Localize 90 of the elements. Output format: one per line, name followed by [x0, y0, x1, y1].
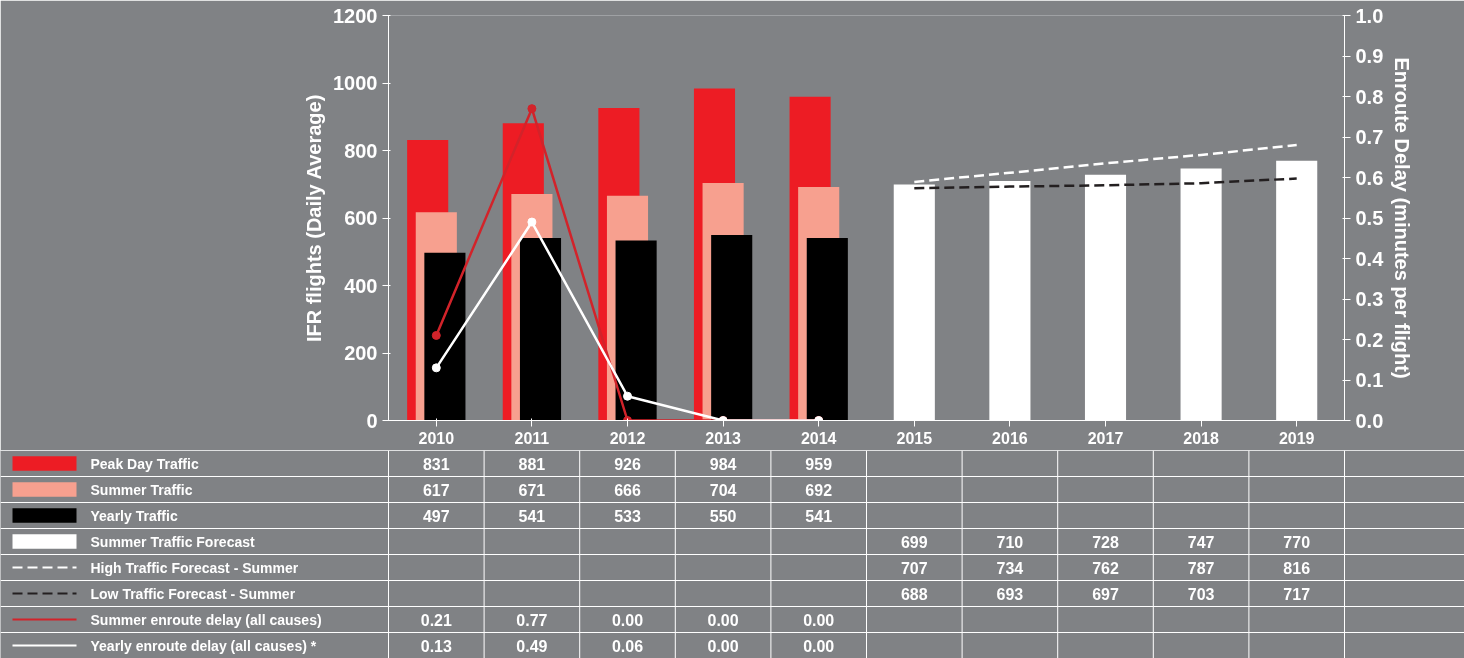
y2-tick-label: 0.5 [1355, 207, 1384, 229]
data-label: 704 [709, 481, 737, 499]
x-tick-label: 2018 [1183, 429, 1219, 447]
y-tick-label: 1200 [333, 4, 378, 27]
point [623, 391, 632, 401]
data-label: 770 [1283, 533, 1311, 551]
legend-label: Yearly enroute delay (all causes) * [90, 637, 317, 654]
data-label: 688 [900, 585, 928, 603]
data-label: 0.49 [516, 637, 548, 655]
data-label: 717 [1283, 585, 1311, 603]
data-label: 666 [614, 481, 641, 499]
data-label: 0.21 [420, 611, 452, 629]
x-tick-label: 2011 [514, 429, 550, 447]
y2-tick-label: 0.0 [1355, 409, 1384, 432]
data-label: 0.77 [516, 611, 548, 629]
x-tick-label: 2015 [896, 429, 933, 447]
x-tick-label: 2017 [1087, 429, 1124, 447]
y2-tick-label: 0.3 [1355, 288, 1384, 310]
y-axis-title: IFR flights (Daily Average) [303, 94, 326, 343]
data-label: 926 [614, 455, 641, 473]
bar [711, 234, 753, 421]
y-tick-label: 800 [344, 139, 378, 162]
data-label: 959 [805, 455, 833, 473]
x-tick-label: 2019 [1278, 429, 1315, 447]
y-tick-label: 200 [344, 342, 378, 364]
line-series [913, 177, 1298, 190]
x-tick-label: 2012 [609, 429, 646, 447]
data-label: 550 [709, 507, 737, 525]
y-tick-label: 0 [366, 409, 378, 432]
data-label: 541 [805, 507, 833, 525]
y2-tick-label: 0.1 [1355, 369, 1384, 391]
data-label: 787 [1187, 559, 1215, 577]
point [431, 330, 441, 340]
legend-label: Summer Traffic Forecast [90, 533, 256, 550]
data-label: 728 [1092, 533, 1119, 551]
bar [615, 240, 657, 421]
data-label: 0.00 [803, 637, 835, 655]
line-series [913, 143, 1298, 184]
data-label: 881 [518, 455, 546, 473]
y2-tick-label: 1.0 [1355, 4, 1384, 27]
x-tick-label: 2010 [418, 429, 455, 447]
data-label: 0.00 [803, 611, 835, 629]
bar [806, 237, 848, 421]
data-label: 692 [805, 481, 833, 499]
data-label: 0.06 [611, 637, 644, 655]
y-tick-label: 400 [344, 274, 378, 297]
y-tick-label: 1000 [333, 72, 378, 94]
x-tick-label: 2016 [992, 429, 1028, 447]
data-label: 671 [518, 481, 546, 499]
data-label: 984 [709, 455, 737, 473]
bar [424, 252, 466, 421]
data-label: 707 [900, 559, 928, 577]
data-label: 747 [1187, 533, 1215, 551]
data-label: 0.13 [420, 637, 452, 655]
y2-tick-label: 0.6 [1355, 166, 1384, 189]
point [527, 104, 537, 114]
legend-label: Summer enroute delay (all causes) [90, 611, 322, 628]
data-label: 617 [422, 481, 450, 499]
y2-tick-label: 0.8 [1355, 85, 1384, 108]
legend-label: High Traffic Forecast - Summer [90, 559, 299, 576]
data-label: 497 [422, 507, 450, 525]
point [527, 217, 537, 227]
x-tick-label: 2013 [705, 429, 741, 447]
y2-tick-label: 0.2 [1355, 328, 1384, 351]
data-label: 762 [1092, 559, 1119, 577]
y2-axis-title: Enroute Delay (minutes per flight) [1391, 57, 1414, 379]
data-label: 697 [1092, 585, 1119, 603]
data-label: 693 [996, 585, 1024, 603]
y2-tick-label: 0.4 [1355, 247, 1385, 270]
legend-label: Summer Traffic [90, 481, 193, 498]
data-label: 703 [1187, 585, 1215, 603]
y2-tick-label: 0.7 [1355, 126, 1384, 148]
data-label: 710 [996, 533, 1024, 551]
x-tick-label: 2014 [800, 429, 837, 447]
legend-label: Yearly Traffic [90, 507, 178, 524]
data-label: 0.00 [611, 611, 644, 629]
data-label: 699 [900, 533, 928, 551]
data-label: 541 [518, 507, 546, 525]
y2-tick-label: 0.9 [1355, 45, 1384, 67]
point [431, 363, 441, 373]
data-label: 533 [614, 507, 641, 525]
data-label: 734 [996, 559, 1024, 577]
data-label: 0.00 [707, 637, 739, 655]
data-label: 0.00 [707, 611, 739, 629]
data-label: 816 [1283, 559, 1311, 577]
legend-label: Low Traffic Forecast - Summer [90, 585, 296, 602]
bar [519, 237, 562, 421]
data-label: 831 [422, 455, 450, 473]
legend-label: Peak Day Traffic [90, 455, 199, 472]
y-tick-label: 600 [344, 207, 378, 229]
